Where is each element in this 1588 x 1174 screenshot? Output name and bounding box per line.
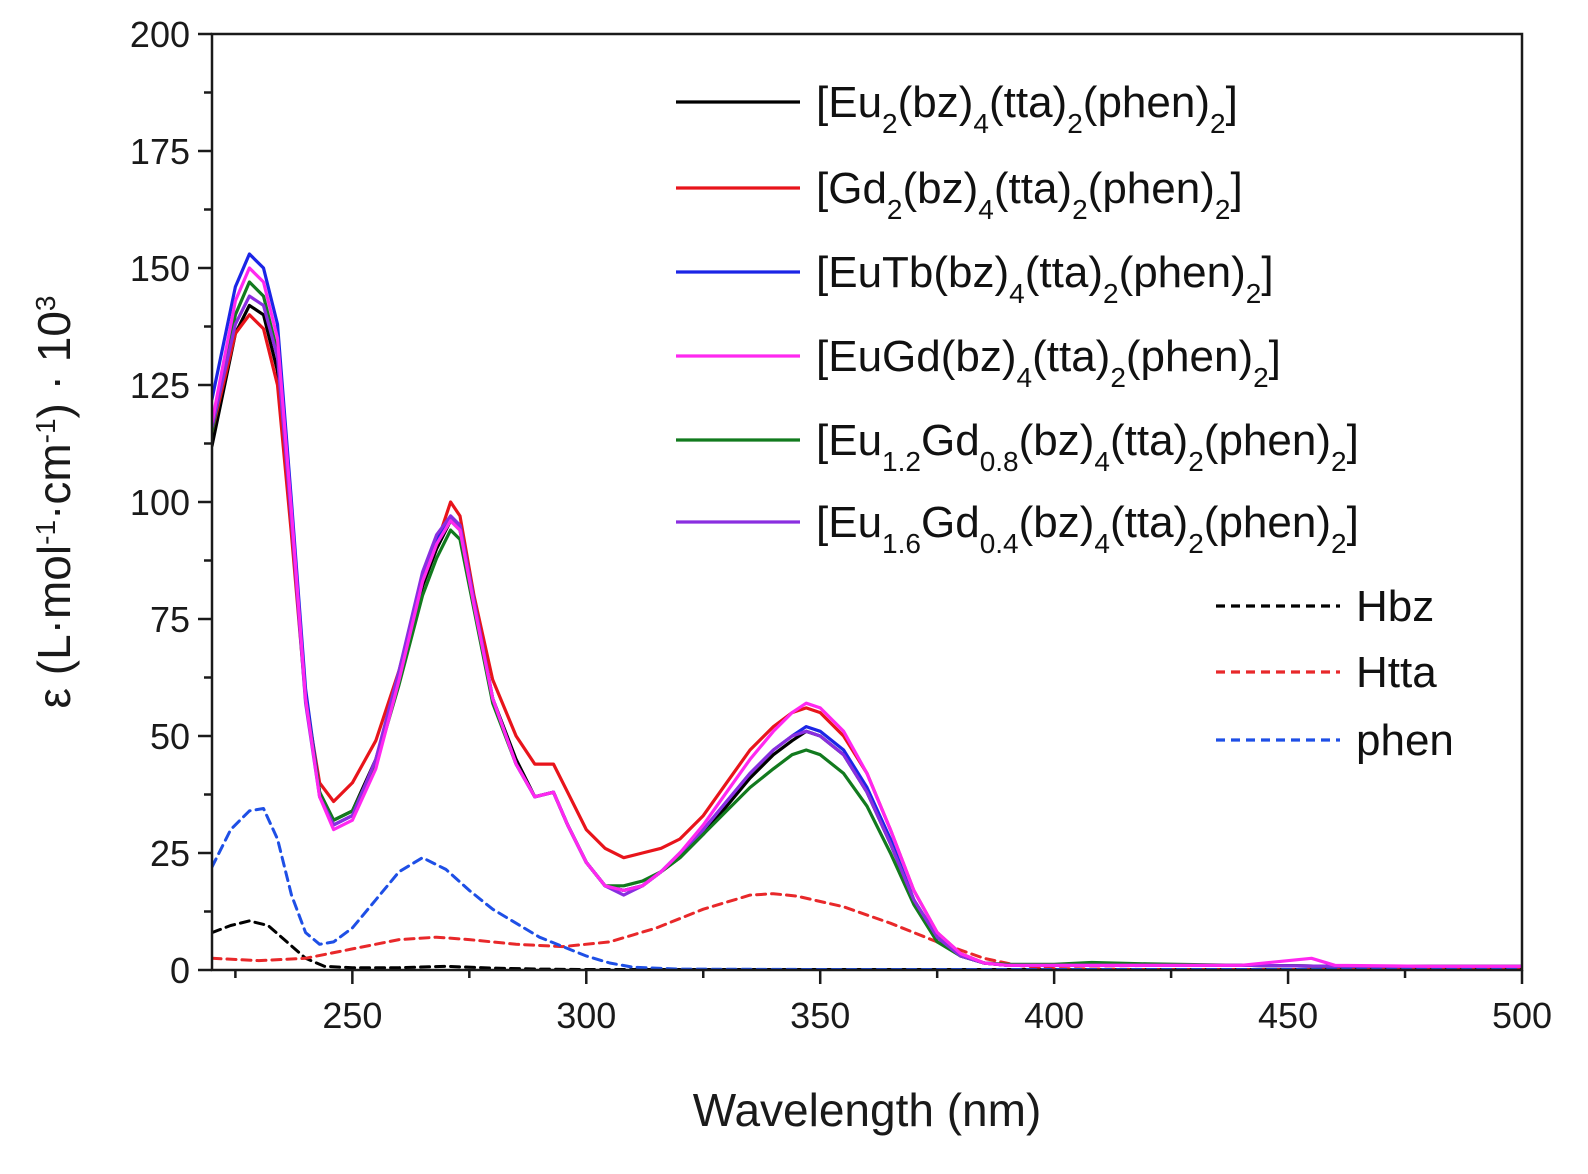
legend-label-part: (bz) [898,78,974,127]
legend-label-part: (tta) [1110,498,1188,547]
legend-label-subscript: 4 [978,194,994,225]
legend-label-subscript: 4 [1094,446,1110,477]
y-tick-label: 125 [130,365,190,406]
legend-label-part: Htta [1356,648,1437,697]
legend-label: Htta [1356,648,1437,697]
legend-label-part: ] [1226,78,1238,127]
legend-label-part: (phen) [1126,332,1253,381]
series-line-eu1.6gd0.4-bz-4-tta-2-phen-2 [212,294,1522,968]
legend-label-subscript: 2 [887,194,903,225]
legend-label-part: phen [1356,716,1454,765]
legend-label-subscript: 2 [882,108,898,139]
legend-label-part: (tta) [989,78,1067,127]
legend-label: [Eu2(bz)4(tta)2(phen)2] [816,78,1238,139]
y-tick-label: 200 [130,14,190,55]
legend-label-part: (bz) [1019,498,1095,547]
legend-label-part: (phen) [1204,416,1331,465]
legend-label-subscript: 4 [1009,278,1025,309]
legend-label-part: [Eu [816,78,882,127]
legend-label: Hbz [1356,582,1434,631]
legend-label-subscript: 1.6 [882,528,921,559]
legend-label-subscript: 2 [1246,278,1262,309]
legend-label: [Eu1.2Gd0.8(bz)4(tta)2(phen)2] [816,416,1359,477]
x-tick-label: 500 [1492,995,1552,1036]
legend-label-part: (phen) [1119,248,1246,297]
legend: [Eu2(bz)4(tta)2(phen)2][Gd2(bz)4(tta)2(p… [676,78,1454,765]
y-tick-label: 100 [130,482,190,523]
legend-label: [Gd2(bz)4(tta)2(phen)2] [816,164,1243,225]
legend-label-part: (bz) [1019,416,1095,465]
legend-label-part: ] [1230,164,1242,213]
legend-label-subscript: 2 [1110,362,1126,393]
legend-label-part: (phen) [1204,498,1331,547]
legend-label-subscript: 2 [1331,528,1347,559]
y-tick-label: 75 [150,599,190,640]
y-axis-title-tail: ) · 10 [28,311,80,418]
y-axis-title-exp3: 3 [30,295,61,311]
legend-label-subscript: 4 [1094,528,1110,559]
legend-label-subscript: 2 [1067,108,1083,139]
y-axis-title: ε (L·mol-1·cm-1) · 103 [28,295,80,708]
legend-label-subscript: 4 [1017,362,1033,393]
legend-label: [Eu1.6Gd0.4(bz)4(tta)2(phen)2] [816,498,1359,559]
legend-label-part: ] [1269,332,1281,381]
legend-label-part: (tta) [1032,332,1110,381]
legend-label-part: [Gd [816,164,887,213]
legend-label-subscript: 0.8 [980,446,1019,477]
legend-label-subscript: 0.4 [980,528,1019,559]
legend-label-subscript: 2 [1215,194,1231,225]
legend-label-subscript: 2 [1188,528,1204,559]
series-layer [212,252,1522,970]
legend-label-part: (phen) [1088,164,1215,213]
series-line-hbz [212,919,1522,970]
x-tick-label: 350 [790,995,850,1036]
y-axis-title-exp1: -1 [30,520,61,545]
x-tick-label: 400 [1024,995,1084,1036]
legend-label: [EuTb(bz)4(tta)2(phen)2] [816,248,1274,309]
legend-label-part: ] [1347,498,1359,547]
series-line-eugd-bz-4-tta-2-phen-2 [212,266,1522,968]
x-tick-label: 250 [322,995,382,1036]
x-tick-label: 300 [556,995,616,1036]
y-tick-label: 0 [170,950,190,991]
legend-label-part: (bz) [903,164,979,213]
x-axis-title: Wavelength (nm) [693,1084,1042,1136]
legend-label-part: Gd [921,498,980,547]
legend-label-part: [Eu [816,416,882,465]
y-axis-title-exp2: -1 [30,418,61,443]
y-axis-title-mid: ·cm [28,443,80,520]
legend-label-subscript: 1.2 [882,446,921,477]
y-axis-title-main: ε (L·mol [28,545,80,709]
legend-label-part: ] [1347,416,1359,465]
legend-label-subscript: 4 [973,108,989,139]
legend-label-subscript: 2 [1210,108,1226,139]
legend-label-subscript: 2 [1331,446,1347,477]
legend-label: [EuGd(bz)4(tta)2(phen)2] [816,332,1281,393]
y-tick-label: 175 [130,131,190,172]
series-line-phen [212,807,1522,970]
y-tick-label: 50 [150,716,190,757]
legend-label-part: [EuGd(bz) [816,332,1017,381]
legend-label-part: ] [1261,248,1273,297]
legend-label-part: (tta) [1025,248,1103,297]
tick-layer: 250 300 350 400 450 500 0 25 50 75 100 125 150 175 200 [130,14,1552,1036]
y-tick-label: 150 [130,248,190,289]
legend-label-part: [Eu [816,498,882,547]
legend-label-part: [EuTb(bz) [816,248,1009,297]
legend-label-part: Gd [921,416,980,465]
legend-label-subscript: 2 [1103,278,1119,309]
x-tick-label: 450 [1258,995,1318,1036]
y-tick-label: 25 [150,833,190,874]
legend-label-part: (tta) [994,164,1072,213]
legend-label-part: (tta) [1110,416,1188,465]
legend-label-subscript: 2 [1072,194,1088,225]
legend-label-subscript: 2 [1188,446,1204,477]
legend-label-part: Hbz [1356,582,1434,631]
legend-label: phen [1356,716,1454,765]
legend-label-subscript: 2 [1253,362,1269,393]
legend-label-part: (phen) [1083,78,1210,127]
